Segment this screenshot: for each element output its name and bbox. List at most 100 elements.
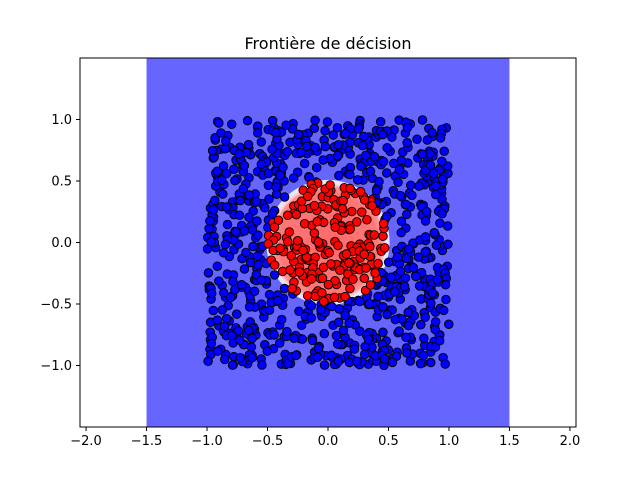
point-class-0	[214, 276, 224, 286]
point-class-0	[425, 160, 436, 170]
point-class-0	[359, 349, 370, 360]
point-class-0	[236, 279, 247, 290]
point-class-0	[222, 269, 233, 279]
point-class-0	[229, 164, 239, 174]
point-class-0	[243, 139, 254, 150]
point-class-1	[359, 249, 369, 260]
point-class-1	[335, 265, 345, 275]
point-class-0	[394, 164, 405, 175]
point-class-1	[359, 273, 369, 284]
point-class-1	[323, 279, 334, 290]
point-class-1	[284, 227, 295, 237]
point-class-1	[365, 280, 376, 290]
point-class-0	[219, 354, 230, 365]
point-class-0	[276, 314, 287, 325]
point-class-0	[420, 312, 430, 323]
point-class-0	[279, 192, 290, 202]
point-class-0	[307, 335, 318, 346]
point-class-0	[354, 296, 365, 307]
x-tick-label: 0.5	[378, 434, 399, 449]
point-class-0	[386, 272, 396, 283]
point-class-0	[244, 212, 254, 223]
point-class-1	[317, 273, 328, 284]
point-class-0	[411, 271, 421, 282]
point-class-0	[326, 350, 337, 361]
point-class-0	[413, 252, 424, 262]
point-class-0	[430, 317, 441, 327]
point-class-0	[244, 190, 254, 200]
point-class-0	[419, 333, 429, 343]
point-class-0	[414, 181, 424, 191]
point-class-0	[437, 174, 448, 185]
point-class-0	[309, 123, 320, 134]
point-class-0	[396, 216, 407, 226]
point-class-0	[282, 326, 292, 337]
point-class-0	[311, 162, 322, 173]
point-class-0	[417, 115, 428, 125]
x-tick-label: −1.5	[131, 434, 163, 449]
point-class-0	[235, 335, 245, 346]
point-class-0	[390, 314, 401, 325]
point-class-0	[238, 184, 249, 194]
point-class-0	[407, 190, 417, 201]
point-class-0	[214, 118, 224, 128]
point-class-1	[361, 263, 371, 273]
point-class-0	[241, 247, 251, 258]
point-class-1	[352, 217, 362, 227]
point-class-0	[334, 170, 344, 181]
point-class-0	[441, 294, 451, 305]
point-class-0	[420, 247, 431, 257]
point-class-0	[402, 348, 412, 358]
point-class-1	[337, 204, 348, 214]
point-class-1	[326, 259, 336, 269]
point-class-1	[330, 222, 341, 232]
point-class-0	[212, 261, 223, 272]
point-class-0	[242, 115, 253, 126]
point-class-0	[392, 252, 403, 262]
point-class-1	[312, 216, 322, 227]
point-class-0	[437, 209, 447, 219]
point-class-0	[435, 133, 446, 143]
point-class-1	[273, 215, 284, 225]
point-class-0	[221, 136, 231, 146]
point-class-1	[338, 195, 348, 206]
point-class-0	[434, 336, 445, 346]
y-tick-label: 0.5	[51, 175, 72, 190]
point-class-0	[230, 175, 240, 186]
x-tick-label: 1.0	[439, 434, 460, 449]
point-class-0	[402, 122, 413, 133]
point-class-0	[312, 352, 323, 363]
point-class-0	[378, 156, 389, 167]
point-class-1	[275, 243, 285, 254]
point-class-0	[382, 309, 392, 320]
point-class-0	[352, 175, 363, 185]
point-class-0	[208, 205, 219, 215]
point-class-1	[362, 214, 372, 225]
point-class-0	[375, 116, 386, 127]
point-class-1	[299, 219, 310, 229]
point-class-0	[322, 117, 333, 127]
point-class-0	[218, 248, 229, 258]
point-class-0	[271, 182, 281, 192]
point-class-1	[294, 267, 305, 277]
point-class-0	[408, 262, 419, 273]
point-class-0	[365, 166, 376, 177]
point-class-0	[248, 241, 258, 252]
point-class-0	[361, 150, 371, 161]
point-class-0	[328, 130, 339, 140]
point-class-1	[285, 265, 295, 275]
point-class-1	[282, 210, 293, 220]
point-class-0	[252, 251, 263, 261]
point-class-0	[401, 199, 411, 210]
point-class-0	[293, 129, 304, 140]
point-class-1	[348, 274, 358, 284]
point-class-0	[422, 135, 433, 145]
point-class-0	[359, 131, 369, 142]
point-class-0	[442, 221, 453, 231]
y-tick-label: 1.0	[51, 113, 72, 128]
x-axis: −2.0 −1.5 −1.0 −0.5 0.0 0.5 1.0 1.5 2.0	[70, 427, 580, 449]
point-class-0	[269, 330, 279, 340]
point-class-0	[412, 134, 422, 145]
point-class-0	[319, 360, 330, 370]
